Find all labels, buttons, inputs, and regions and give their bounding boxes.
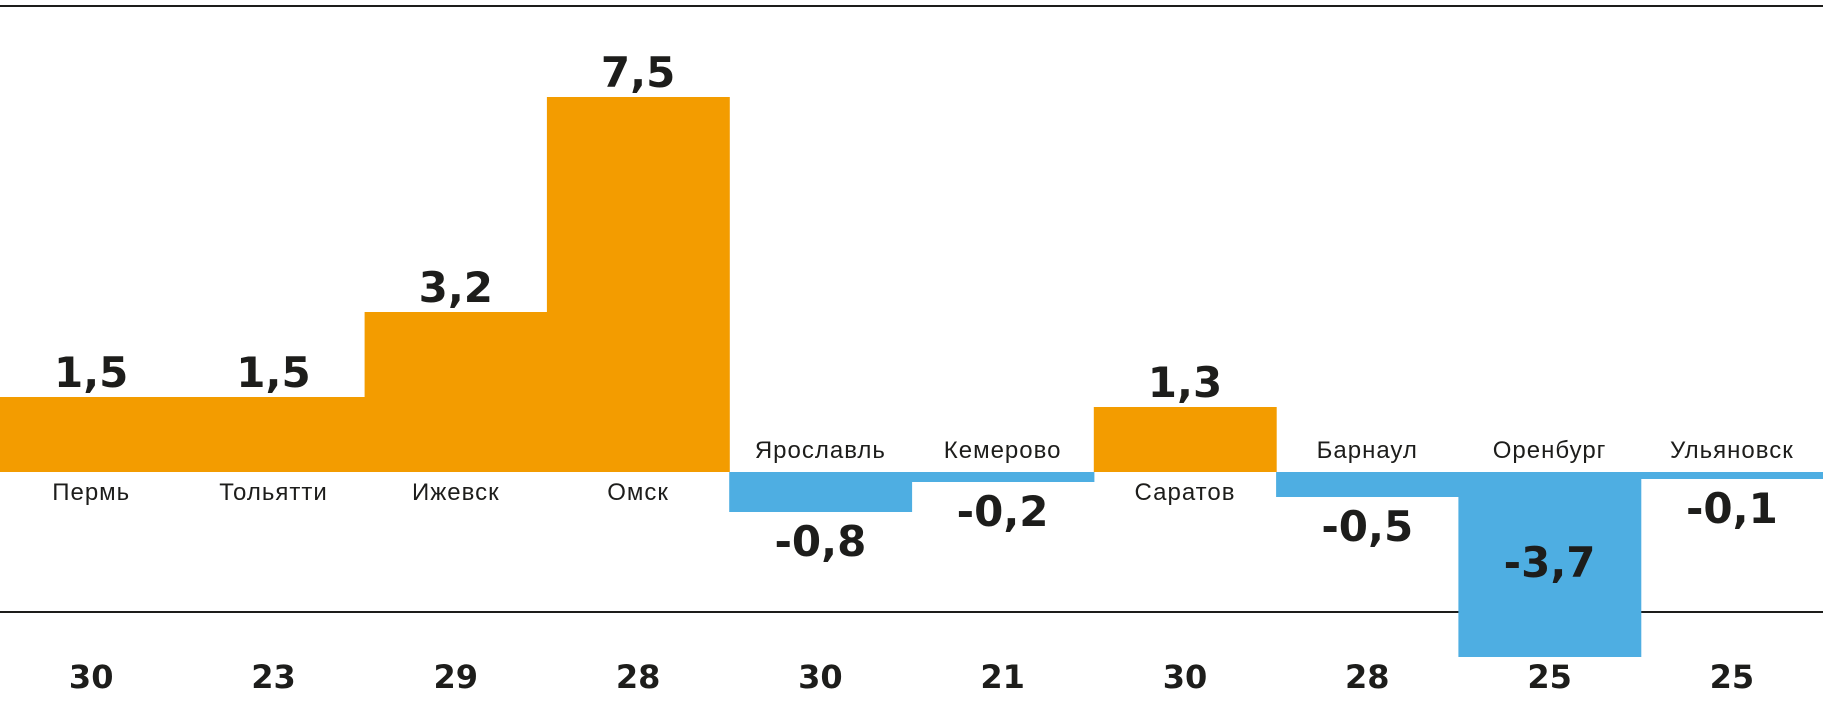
bottom-number: 30 — [798, 658, 843, 696]
bars-layer — [0, 97, 1823, 657]
category-label: Кемерово — [944, 437, 1062, 464]
bottom-number: 25 — [1527, 658, 1572, 696]
labels-layer: 1,5 Пермь 30 1,5 Тольятти 23 3,2 Ижевск 29 7,5 Омс… — [52, 48, 1794, 696]
bar-value-label: 1,5 — [236, 348, 310, 397]
bar-4 — [546, 97, 730, 472]
category-label: Пермь — [52, 479, 130, 506]
bottom-number: 30 — [69, 658, 114, 696]
bottom-number: 29 — [434, 658, 479, 696]
bottom-number: 23 — [251, 658, 296, 696]
bottom-number: 30 — [1163, 658, 1208, 696]
bar-value-label: -0,1 — [1686, 484, 1778, 533]
bar-7 — [1093, 407, 1277, 472]
bar-3 — [364, 312, 548, 472]
category-label: Омск — [607, 479, 669, 506]
bar-8 — [1276, 472, 1459, 497]
bar-1 — [0, 397, 183, 472]
bar-5 — [729, 472, 913, 512]
bar-value-label: -3,7 — [1504, 538, 1596, 587]
bar-2 — [182, 397, 366, 472]
category-label: Ульяновск — [1670, 437, 1794, 464]
category-label: Тольятти — [219, 479, 328, 506]
category-label: Барнаул — [1317, 437, 1418, 464]
bar-9 — [1458, 472, 1642, 657]
category-label: Саратов — [1135, 479, 1236, 506]
bottom-number: 21 — [980, 658, 1025, 696]
bottom-number: 28 — [616, 658, 661, 696]
bar-value-label: -0,2 — [957, 487, 1049, 536]
category-label: Ярославль — [755, 437, 886, 464]
bar-value-label: -0,5 — [1321, 502, 1413, 551]
category-label: Ижевск — [412, 479, 500, 506]
bar-value-label: 3,2 — [419, 263, 493, 312]
bar-value-label: 1,5 — [54, 348, 128, 397]
bar-value-label: 1,3 — [1148, 358, 1222, 407]
bar-value-label: -0,8 — [774, 517, 866, 566]
bar-value-label: 7,5 — [601, 48, 675, 97]
bar-10 — [1640, 472, 1823, 479]
category-label: Оренбург — [1493, 437, 1607, 464]
bottom-number: 28 — [1345, 658, 1390, 696]
bottom-number: 25 — [1710, 658, 1755, 696]
bar-6 — [911, 472, 1095, 482]
